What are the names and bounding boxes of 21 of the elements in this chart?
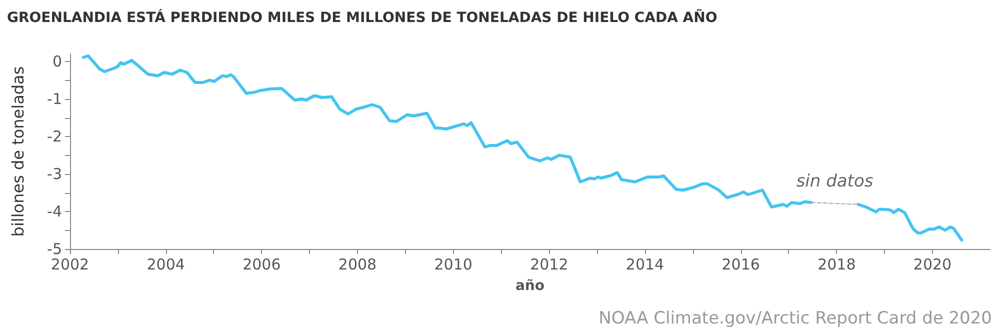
y-tick-label: -5 [47, 240, 62, 258]
annotation: sin datos [796, 171, 874, 192]
x-tick-label: 2002 [50, 256, 90, 274]
x-tick-label: 2012 [530, 256, 568, 274]
x-tick-label: 2006 [242, 256, 281, 274]
y-tick-label: -4 [47, 202, 62, 220]
y-tick-label: -1 [47, 90, 62, 108]
x-tick-label: 2008 [338, 256, 377, 274]
x-tick-label: 2010 [434, 256, 472, 274]
chart-title: GROENLANDIA ESTÁ PERDIENDO MILES DE MILLONES DE TONELADAS DE HIELO CADA AÑO [7, 9, 718, 26]
x-tick-label: 2004 [146, 256, 185, 274]
text: NOAA Climate.gov/Arctic Report Card de 2020 [598, 308, 992, 328]
x-tick-label: 2014 [626, 256, 664, 274]
y-axis-title: billones de toneladas [8, 66, 28, 237]
x-tick-label: 2016 [722, 256, 760, 274]
x-tick-label: 2020 [913, 256, 952, 274]
x-tick-label: 2018 [818, 256, 856, 274]
y-tick-label: 0 [52, 52, 62, 70]
x-axis-title: año [515, 278, 545, 294]
y-tick-label: -3 [47, 165, 62, 183]
y-tick-label: -2 [47, 128, 62, 146]
